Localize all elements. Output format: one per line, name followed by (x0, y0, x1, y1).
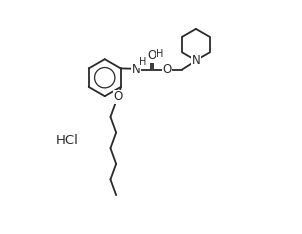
Text: O: O (162, 63, 172, 76)
Text: N: N (191, 54, 200, 67)
Text: H: H (139, 57, 146, 67)
Text: HCl: HCl (56, 134, 79, 147)
Text: O: O (113, 90, 123, 103)
Text: O: O (147, 49, 157, 62)
Text: N: N (131, 63, 140, 76)
Text: H: H (156, 49, 164, 59)
